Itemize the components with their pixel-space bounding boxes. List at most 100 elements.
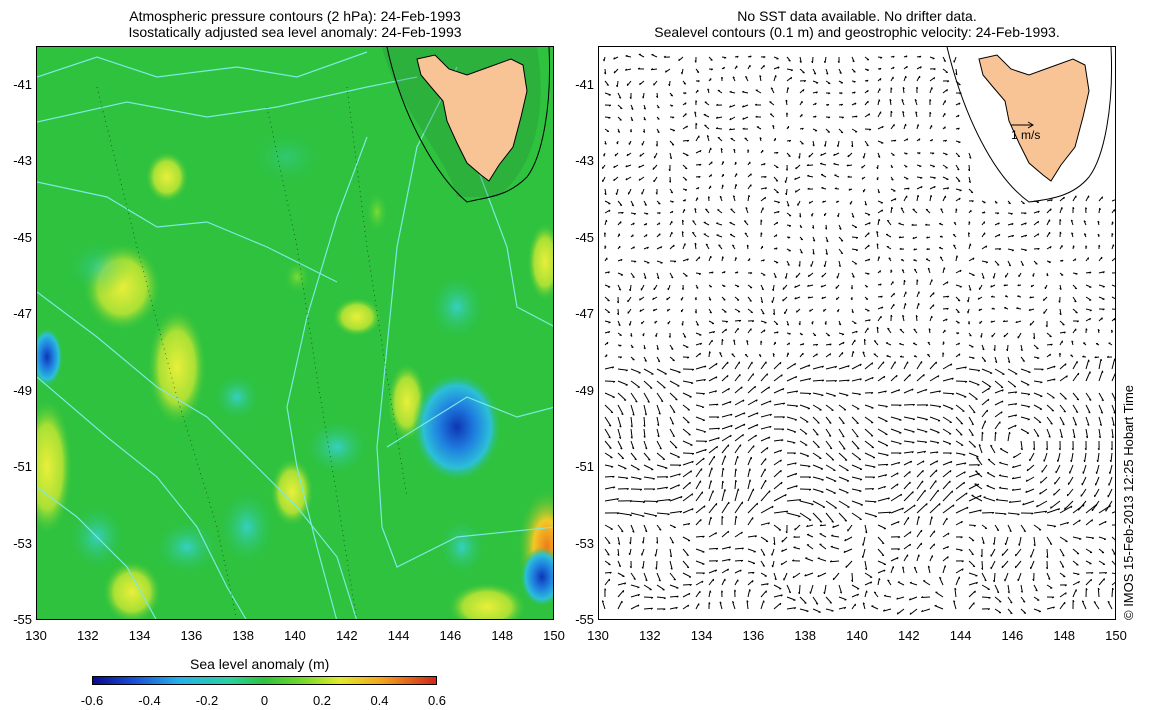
velocity-arrow bbox=[994, 380, 1004, 388]
velocity-arrowhead bbox=[782, 388, 785, 391]
velocity-arrowhead bbox=[972, 565, 976, 568]
velocity-arrow bbox=[747, 535, 757, 538]
velocity-arrowhead bbox=[831, 521, 834, 523]
velocity-arrowhead bbox=[763, 56, 766, 59]
velocity-arrowhead bbox=[939, 256, 943, 259]
velocity-arrowhead bbox=[926, 247, 929, 250]
velocity-arrowhead bbox=[755, 115, 758, 118]
velocity-arrowhead bbox=[812, 252, 815, 255]
velocity-arrow bbox=[669, 496, 683, 502]
velocity-arrow bbox=[916, 440, 927, 443]
velocity-arrow bbox=[656, 524, 662, 531]
velocity-arrowhead bbox=[832, 525, 835, 528]
velocity-arrow bbox=[734, 569, 742, 574]
velocity-arrow bbox=[890, 507, 904, 514]
velocity-arrowhead bbox=[642, 334, 644, 337]
velocity-arrowhead bbox=[842, 341, 845, 345]
velocity-arrowhead bbox=[691, 382, 694, 385]
velocity-arrowhead bbox=[763, 65, 765, 68]
velocity-arrowhead bbox=[639, 298, 641, 301]
velocity-arrow bbox=[630, 416, 633, 428]
velocity-arrowhead bbox=[743, 412, 746, 415]
velocity-arrow bbox=[1111, 511, 1115, 514]
velocity-arrowhead bbox=[953, 244, 956, 247]
velocity-arrow bbox=[760, 373, 768, 382]
velocity-arrowhead bbox=[1010, 612, 1013, 615]
velocity-arrowhead bbox=[1011, 477, 1015, 480]
velocity-arrowhead bbox=[883, 569, 886, 572]
velocity-arrowhead bbox=[1056, 459, 1059, 462]
velocity-arrow bbox=[783, 572, 788, 581]
velocity-arrowhead bbox=[681, 287, 684, 290]
velocity-arrowhead bbox=[1037, 221, 1040, 224]
velocity-arrowhead bbox=[681, 323, 684, 326]
velocity-arrowhead bbox=[715, 363, 718, 366]
x-tick-label: 136 bbox=[180, 628, 203, 643]
velocity-arrowhead bbox=[610, 411, 614, 414]
velocity-arrow bbox=[760, 479, 767, 490]
velocity-arrow bbox=[1096, 464, 1100, 474]
velocity-arrowhead bbox=[826, 240, 829, 243]
velocity-arrowhead bbox=[618, 288, 621, 291]
velocity-arrowhead bbox=[695, 100, 698, 103]
velocity-arrowhead bbox=[704, 365, 707, 368]
velocity-arrow bbox=[968, 380, 980, 386]
velocity-arrowhead bbox=[921, 596, 924, 598]
velocity-arrowhead bbox=[658, 412, 661, 415]
velocity-arrow bbox=[729, 116, 736, 121]
velocity-arrowhead bbox=[871, 376, 874, 380]
velocity-arrowhead bbox=[780, 594, 783, 597]
velocity-arrowhead bbox=[896, 597, 899, 600]
velocity-arrow bbox=[669, 484, 680, 490]
velocity-arrow bbox=[695, 404, 705, 408]
velocity-arrow bbox=[838, 365, 850, 370]
velocity-arrow bbox=[721, 546, 731, 550]
velocity-arrowhead bbox=[798, 591, 800, 595]
velocity-arrowhead bbox=[892, 66, 895, 70]
velocity-arrowhead bbox=[618, 542, 621, 545]
velocity-arrowhead bbox=[840, 252, 843, 255]
velocity-arrowhead bbox=[616, 498, 619, 501]
velocity-arrow bbox=[806, 524, 814, 528]
x-tick-label: 144 bbox=[387, 628, 410, 643]
velocity-arrow bbox=[1053, 488, 1061, 496]
velocity-arrowhead bbox=[947, 80, 950, 83]
velocity-arrowhead bbox=[621, 413, 624, 416]
velocity-arrowhead bbox=[628, 323, 631, 326]
velocity-arrow bbox=[1026, 464, 1035, 472]
velocity-arrowhead bbox=[848, 188, 851, 191]
velocity-arrowhead bbox=[644, 276, 647, 279]
velocity-arrowhead bbox=[659, 528, 662, 531]
velocity-arrowhead bbox=[746, 244, 749, 247]
velocity-arrowhead bbox=[929, 99, 932, 102]
velocity-arrow bbox=[990, 548, 996, 557]
velocity-arrow bbox=[799, 392, 811, 394]
velocity-arrowhead bbox=[798, 322, 801, 326]
velocity-arrowhead bbox=[828, 435, 832, 437]
velocity-arrowhead bbox=[1106, 355, 1109, 358]
velocity-arrowhead bbox=[912, 491, 914, 494]
velocity-arrowhead bbox=[631, 447, 635, 450]
velocity-arrow bbox=[1041, 464, 1048, 473]
velocity-arrowhead bbox=[657, 435, 660, 438]
velocity-arrowhead bbox=[619, 119, 622, 121]
velocity-arrowhead bbox=[1083, 459, 1086, 463]
velocity-arrow bbox=[760, 522, 770, 526]
velocity-arrowhead bbox=[955, 73, 958, 76]
velocity-arrowhead bbox=[829, 422, 832, 424]
velocity-arrowhead bbox=[896, 472, 899, 475]
velocity-arrow bbox=[695, 518, 702, 526]
velocity-arrow bbox=[643, 416, 646, 427]
velocity-arrowhead bbox=[749, 55, 752, 58]
velocity-arrowhead bbox=[847, 379, 850, 382]
velocity-arrow bbox=[838, 476, 850, 482]
velocity-arrow bbox=[838, 606, 846, 610]
velocity-arrowhead bbox=[629, 542, 631, 545]
velocity-arrowhead bbox=[788, 236, 791, 239]
velocity-arrow bbox=[799, 416, 809, 423]
velocity-arrowhead bbox=[856, 435, 859, 438]
velocity-arrowhead bbox=[732, 244, 735, 247]
velocity-arrowhead bbox=[798, 515, 801, 518]
velocity-arrowhead bbox=[702, 572, 705, 575]
velocity-arrow bbox=[1025, 476, 1035, 482]
